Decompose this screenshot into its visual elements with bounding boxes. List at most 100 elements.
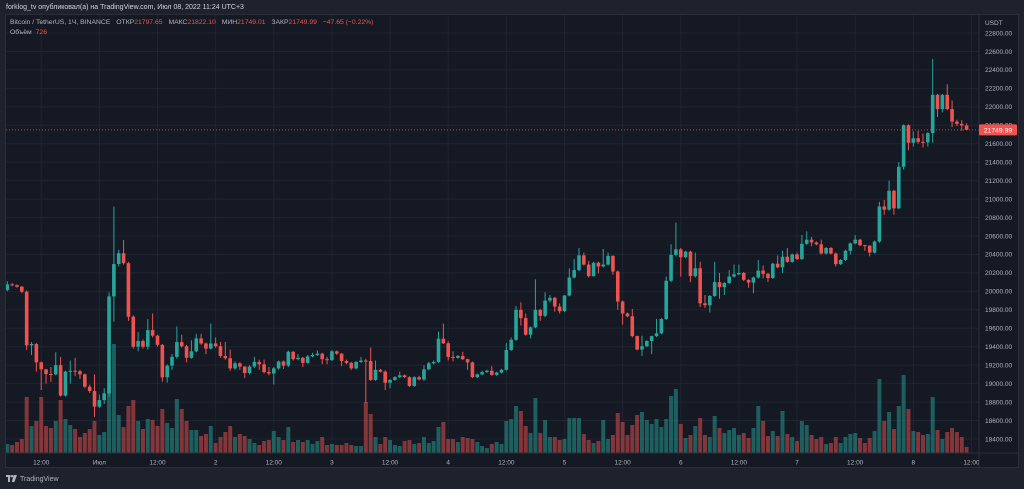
time-tick-label: 6 [679,460,683,467]
candle [165,364,169,383]
volume-bar [77,437,82,453]
candle-body [141,340,145,347]
volume-bar [567,418,572,453]
candle-body [572,270,576,278]
candle-body [58,365,63,396]
candle-body [712,282,717,296]
candle-body [964,125,969,130]
candle-body [490,370,494,375]
volume-bar [557,440,562,453]
candle-body [940,94,945,110]
candle-body [15,285,19,287]
candle [959,120,964,131]
candle-body [24,291,29,346]
candle-body [475,374,480,378]
volume-bar [514,406,519,453]
candle [388,379,392,389]
volume-bar [809,435,814,453]
volume-bar [107,383,112,453]
candle [863,244,867,251]
candle-body [344,361,349,363]
candle-body [906,125,911,143]
symbol-title[interactable]: Bitcoin / TetherUS, 1Ч, BINANCE [10,19,111,26]
volume-bar [155,426,160,453]
volume-bar [189,430,194,453]
volume-bar [34,421,39,453]
candle [712,261,717,297]
candle [92,374,97,417]
candle [175,326,179,359]
volume-bar [814,439,819,453]
volume-label[interactable]: Объём [10,29,32,36]
volume-bar [639,412,644,453]
candle [276,360,281,370]
volume-bar [819,437,824,453]
candle-body [717,282,722,288]
candle [44,368,48,384]
price-axis[interactable]: USDT 18400.00 18600.00 18800.00 19000.00 192… [985,20,1012,443]
candle-body [674,249,678,255]
candle [252,356,257,368]
volume-bar [528,433,533,453]
volume-bar [572,418,577,453]
volume-bar [29,426,34,453]
candle-body [194,338,199,352]
volume-bar [596,441,601,453]
candle [417,375,421,381]
volume-bar [363,402,368,453]
volume-bar [930,397,935,453]
candle [24,290,29,351]
candle [320,352,325,365]
volume-bar [644,420,649,453]
candle [20,285,24,294]
candle-body [756,270,761,278]
price-tick-label: 19400.00 [985,344,1012,351]
volume-bar [925,434,930,453]
candle-body [533,309,538,328]
last-price-badge [979,124,1017,136]
candle-body [199,338,203,344]
candle [741,271,746,282]
volume-bar [368,414,373,453]
volume-bar [407,440,412,453]
candle-body [330,351,334,361]
candle-body [242,366,247,374]
volume-bar [426,443,431,453]
candle-body [882,206,887,210]
candle [475,373,480,379]
candle [955,119,959,127]
candle-body [87,386,92,392]
volume-bar [891,429,896,453]
volume-bar [48,428,53,453]
candle-body [630,316,635,337]
candle [58,356,63,397]
volume-bar [421,437,426,453]
volume-bar [436,427,441,453]
time-tick-label: 12:00 [382,460,399,467]
volume-bar [199,436,204,453]
chart-pane[interactable] [5,14,1019,468]
volume-bar [276,437,281,453]
time-axis[interactable]: 12:00 Июл 12:00 2 12:00 3 12:00 4 12:00 5 12:00 6 12… [33,460,980,467]
candle [717,272,722,299]
volume-bar [242,436,247,453]
open-label: ОТКР [116,19,135,26]
candle-body [645,340,649,347]
candle-body [930,94,935,134]
candle [436,331,441,363]
last-price-value: 21749.99 [984,127,1013,134]
volume-bar [257,445,262,453]
candle-body [814,242,819,245]
volume-bar [736,435,741,453]
volume-bar [73,429,78,453]
candle [485,369,489,374]
candle [397,371,402,379]
candle-body [63,371,68,396]
volume-bar [354,446,359,453]
candle [935,93,940,117]
candle [756,259,761,279]
price-tick-label: 20600.00 [985,233,1012,240]
volume-bar [305,440,310,453]
candle-body [853,239,857,244]
